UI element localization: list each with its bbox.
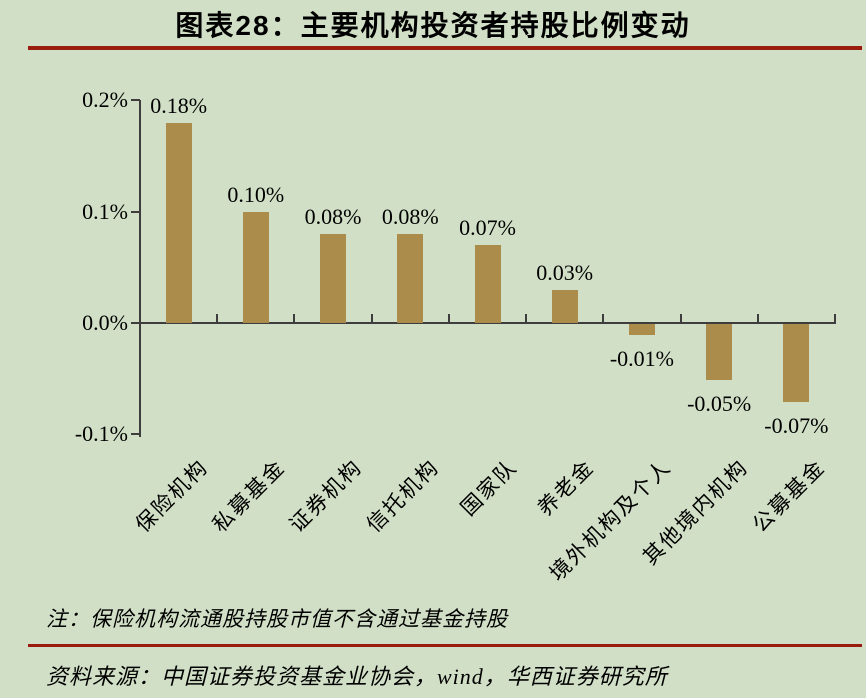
bar-value-label: 0.08% (304, 203, 362, 229)
x-axis-tick (756, 314, 759, 323)
bar-value-label: -0.07% (764, 412, 829, 438)
x-axis-category-label: 私募基金 (207, 454, 290, 537)
bar-value-label: 0.08% (381, 203, 439, 229)
x-axis-category-label: 公募基金 (748, 454, 831, 537)
x-axis-tick (525, 314, 528, 323)
bar-境外机构及个人 (628, 324, 655, 336)
y-axis-tick-label: 0.0% (82, 310, 128, 335)
bar-value-label: 0.03% (536, 259, 594, 285)
y-axis-tick (131, 210, 140, 213)
bar-信托机构 (397, 233, 424, 323)
x-axis-tick (447, 314, 450, 323)
bar-value-label: 0.10% (227, 181, 285, 207)
title-divider-rule (28, 46, 862, 50)
figure-note: 注：保险机构流通股持股市值不含通过基金持股 (46, 607, 508, 631)
bar-养老金 (551, 289, 578, 323)
bar-value-label: 0.07% (459, 215, 516, 241)
x-axis-tick (216, 314, 219, 323)
y-axis-line (139, 100, 141, 437)
x-axis-tick (293, 314, 296, 323)
y-axis-tick-label: -0.1% (74, 421, 128, 447)
x-axis-tick (679, 314, 682, 323)
x-axis-tick (370, 314, 373, 323)
x-axis-tick (834, 314, 836, 323)
y-axis-tick-label: 0.1% (82, 198, 128, 224)
y-axis-tick (131, 322, 140, 324)
x-axis-category-label: 证券机构 (284, 454, 367, 537)
y-axis-tick (131, 433, 140, 436)
bar-国家队 (474, 245, 501, 323)
bar-value-label: -0.01% (609, 346, 675, 372)
x-axis-category-label: 养老金 (532, 454, 599, 521)
x-axis-category-label: 保险机构 (130, 454, 213, 537)
figure-source: 资料来源：中国证券投资基金业协会，wind，华西证券研究所 (46, 664, 668, 689)
source-divider-rule (28, 644, 862, 647)
bar-证券机构 (320, 233, 347, 323)
bar-value-label: 0.18% (150, 92, 208, 118)
bar-其他境内机构 (706, 324, 733, 380)
bar-value-label: -0.05% (687, 390, 752, 416)
y-axis-tick-label: 0.2% (82, 87, 128, 113)
x-axis-line (139, 322, 836, 324)
x-axis-tick (602, 314, 605, 323)
y-axis-tick (131, 99, 140, 102)
figure-title: 图表28：主要机构投资者持股比例变动 (175, 10, 691, 41)
x-axis-category-label: 国家队 (455, 454, 522, 521)
x-axis-category-label: 信托机构 (362, 454, 445, 537)
bar-公募基金 (783, 324, 810, 402)
bar-私募基金 (242, 211, 269, 323)
bar-保险机构 (165, 122, 192, 323)
